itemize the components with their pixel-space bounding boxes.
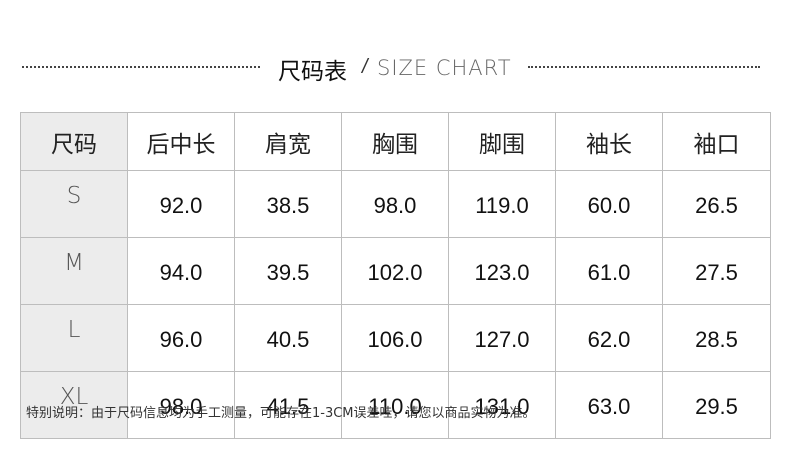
cell-value: 98.0 [127, 371, 235, 439]
header-hem: 脚围 [448, 112, 556, 171]
cell-value: 61.0 [555, 237, 663, 305]
cell-value: 98.0 [341, 170, 449, 238]
table-row: L 96.0 40.5 106.0 127.0 62.0 28.5 [20, 304, 771, 372]
table-row: S 92.0 38.5 98.0 119.0 60.0 26.5 [20, 170, 771, 238]
cell-value: 110.0 [341, 371, 449, 439]
cell-value: 106.0 [341, 304, 449, 372]
table-row: XL 98.0 41.5 110.0 131.0 63.0 29.5 [20, 371, 771, 439]
decorative-dotted-line-left [22, 66, 260, 68]
size-label: S [20, 170, 128, 238]
cell-value: 39.5 [234, 237, 342, 305]
size-label: L [20, 304, 128, 372]
cell-value: 119.0 [448, 170, 556, 238]
title-separator: / [362, 56, 368, 78]
table-row: M 94.0 39.5 102.0 123.0 61.0 27.5 [20, 237, 771, 305]
cell-value: 28.5 [662, 304, 771, 372]
header-sleeve-length: 袖长 [555, 112, 663, 171]
cell-value: 131.0 [448, 371, 556, 439]
cell-value: 40.5 [234, 304, 342, 372]
page-title: 尺码表 [278, 59, 347, 85]
cell-value: 127.0 [448, 304, 556, 372]
size-label: M [20, 237, 128, 305]
title-row: 尺码表 / SIZE CHART [0, 50, 790, 85]
cell-value: 27.5 [662, 237, 771, 305]
cell-value: 26.5 [662, 170, 771, 238]
cell-value: 94.0 [127, 237, 235, 305]
cell-value: 62.0 [555, 304, 663, 372]
page-subtitle: SIZE CHART [377, 56, 512, 80]
cell-value: 63.0 [555, 371, 663, 439]
header-cuff: 袖口 [662, 112, 771, 171]
cell-value: 41.5 [234, 371, 342, 439]
cell-value: 96.0 [127, 304, 235, 372]
header-chest: 胸围 [341, 112, 449, 171]
size-label: XL [20, 371, 128, 439]
decorative-dotted-line-right [528, 66, 760, 68]
disclaimer-note: 特别说明：由于尺码信息均为手工测量，可能存在1-3CM误差哇，请您以商品实物为准… [26, 406, 536, 421]
header-shoulder-width: 肩宽 [234, 112, 342, 171]
cell-value: 92.0 [127, 170, 235, 238]
cell-value: 102.0 [341, 237, 449, 305]
cell-value: 123.0 [448, 237, 556, 305]
cell-value: 38.5 [234, 170, 342, 238]
table-header-row: 尺码 后中长 肩宽 胸围 脚围 袖长 袖口 [20, 112, 771, 171]
cell-value: 60.0 [555, 170, 663, 238]
cell-value: 29.5 [662, 371, 771, 439]
size-chart-table: 尺码 后中长 肩宽 胸围 脚围 袖长 袖口 S 92.0 38.5 98.0 1… [20, 112, 771, 439]
header-back-length: 后中长 [127, 112, 235, 171]
header-size: 尺码 [20, 112, 128, 171]
